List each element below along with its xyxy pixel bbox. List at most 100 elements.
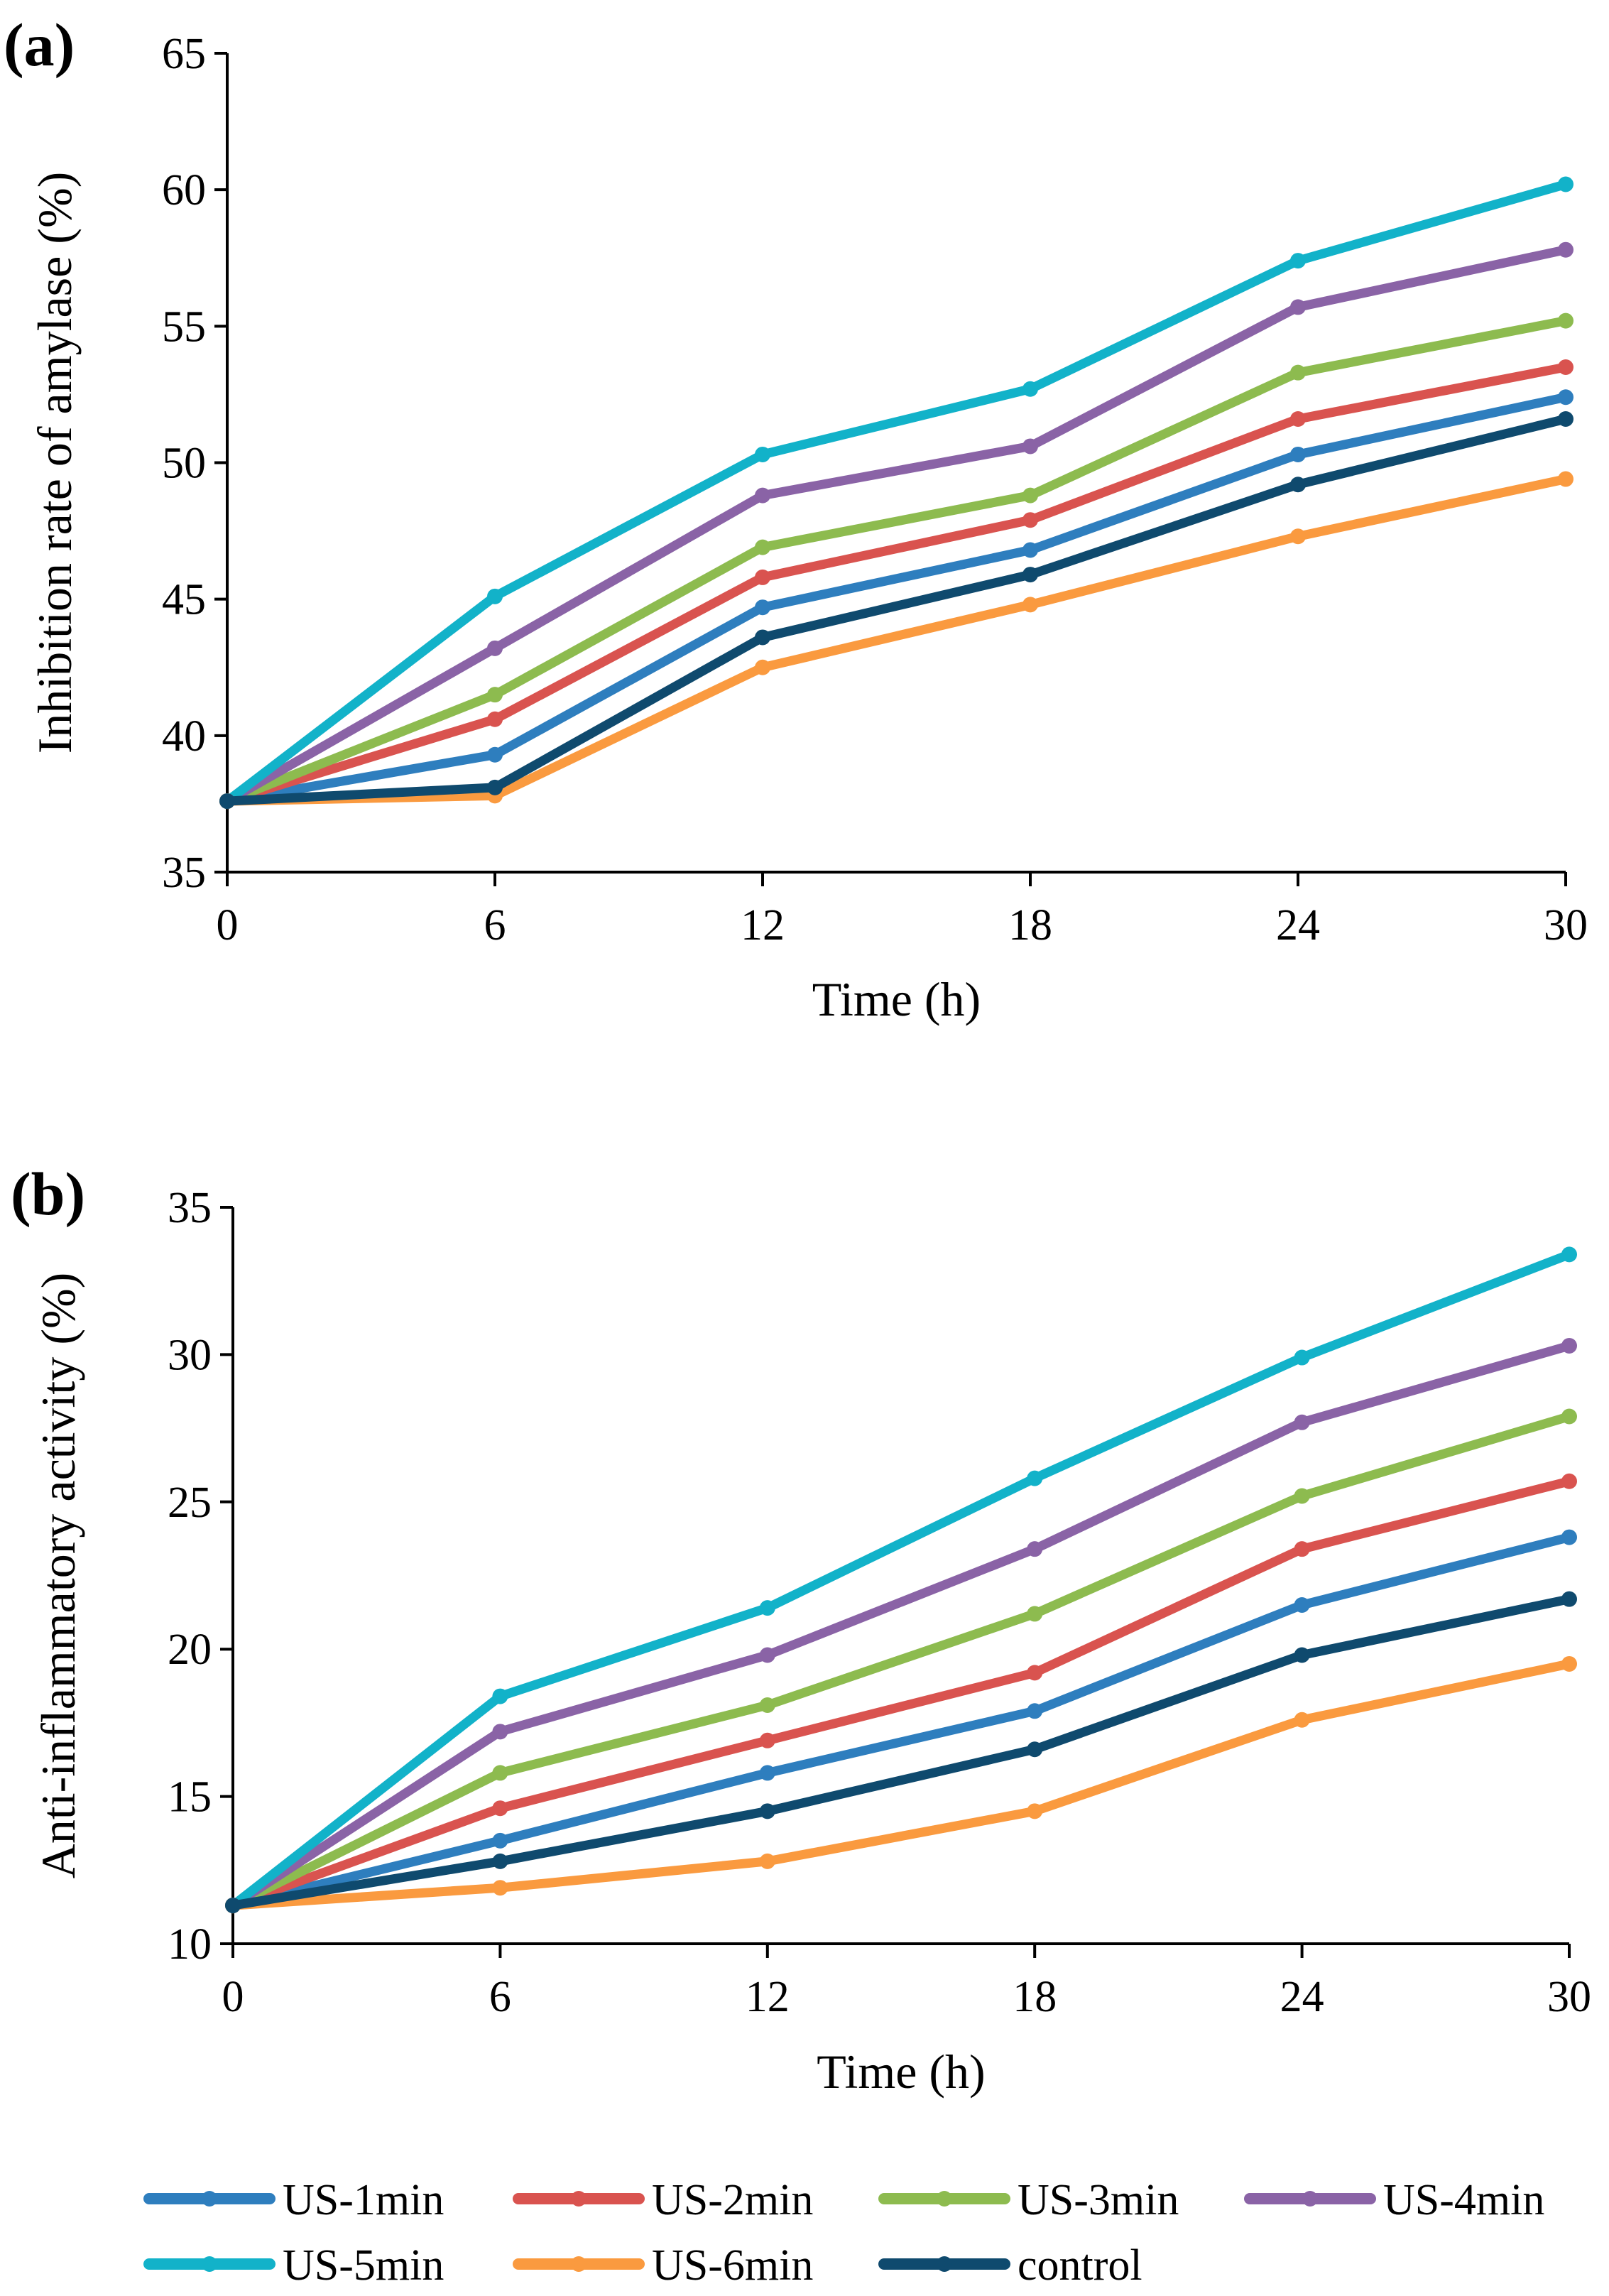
y-tick-label: 50 — [162, 440, 206, 488]
data-point-us-4min — [487, 640, 503, 656]
panel-a-chart: 35 40 45 50 55 60 65 0 6 12 18 24 30 Time (h) Inhibiti… — [4, 11, 1588, 1026]
data-point-control — [492, 1853, 508, 1869]
data-point-us-6min — [1294, 1712, 1310, 1728]
series-line-control — [228, 1594, 1574, 1910]
x-tick-label: 24 — [1280, 1973, 1324, 2021]
data-point-us-1min — [487, 746, 503, 763]
data-point-control — [225, 1898, 241, 1914]
data-point-us-2min — [1290, 411, 1306, 428]
data-point-us-5min — [759, 1600, 775, 1616]
data-point-us-3min — [1290, 364, 1306, 381]
series-line-us-1min — [228, 1533, 1574, 1910]
data-point-us-3min — [759, 1697, 775, 1714]
legend-marker-us-1min — [202, 2191, 217, 2207]
data-point-us-1min — [759, 1765, 775, 1781]
x-tick-label: 24 — [1276, 901, 1320, 950]
data-point-us-5min — [1294, 1349, 1310, 1366]
series-line-us-4min — [222, 245, 1571, 806]
data-point-us-2min — [755, 569, 770, 585]
y-tick-label: 30 — [168, 1331, 212, 1379]
legend-label-us-4min: US-4min — [1383, 2176, 1544, 2224]
data-point-us-4min — [1290, 299, 1306, 315]
legend-marker-us-2min — [571, 2191, 587, 2207]
data-point-us-3min — [1022, 487, 1038, 504]
series-line-us-5min — [228, 1249, 1574, 1910]
data-point-us-5min — [487, 588, 503, 604]
data-point-us-2min — [1027, 1665, 1043, 1681]
data-point-control — [755, 629, 770, 646]
legend-label-us-6min: US-6min — [652, 2241, 813, 2290]
data-point-us-1min — [1558, 389, 1573, 406]
panel-label: (b) — [11, 1160, 85, 1228]
series-line-us-3min — [228, 1412, 1574, 1910]
legend-label-us-1min: US-1min — [283, 2176, 444, 2224]
x-tick-label: 12 — [746, 1973, 790, 2021]
x-tick-label: 12 — [741, 901, 785, 950]
data-point-control — [1561, 1591, 1577, 1607]
data-point-us-4min — [1561, 1337, 1577, 1354]
data-point-us-5min — [1558, 176, 1573, 192]
data-point-control — [759, 1803, 775, 1819]
y-tick-label: 60 — [162, 166, 206, 214]
legend-marker-us-3min — [937, 2191, 952, 2207]
data-point-control — [219, 793, 235, 810]
data-point-us-1min — [492, 1832, 508, 1849]
x-tick-label: 18 — [1013, 1973, 1057, 2021]
series-line-us-2min — [222, 362, 1571, 806]
legend-marker-us-5min — [202, 2256, 217, 2272]
legend: US-1min US-2min US-3min US-4min US-5min US-6m… — [143, 2176, 1544, 2290]
x-tick-label: 0 — [217, 901, 239, 950]
series-line-us-6min — [222, 474, 1571, 806]
data-point-us-1min — [1561, 1529, 1577, 1545]
data-point-control — [1022, 567, 1038, 583]
data-point-control — [1027, 1741, 1043, 1758]
data-point-us-2min — [487, 711, 503, 727]
x-tick-label: 30 — [1547, 1973, 1591, 2021]
data-point-us-4min — [1294, 1414, 1310, 1430]
legend-marker-us-6min — [571, 2256, 587, 2272]
data-point-us-2min — [759, 1732, 775, 1748]
x-tick-label: 6 — [484, 901, 506, 950]
data-point-us-6min — [1558, 471, 1573, 487]
series-line-us-5min — [222, 180, 1571, 806]
data-point-us-4min — [1027, 1541, 1043, 1557]
y-tick-label: 55 — [162, 303, 206, 351]
data-point-us-2min — [1561, 1473, 1577, 1489]
y-tick-label: 65 — [162, 30, 206, 78]
data-point-us-5min — [492, 1688, 508, 1704]
x-tick-label: 0 — [222, 1973, 244, 2021]
data-point-us-1min — [1290, 446, 1306, 462]
data-point-us-5min — [1027, 1470, 1043, 1486]
data-point-us-3min — [1294, 1488, 1310, 1504]
data-point-us-4min — [1022, 438, 1038, 455]
x-axis-label: Time (h) — [817, 2045, 985, 2099]
series-line-us-4min — [228, 1341, 1574, 1910]
y-tick-label: 15 — [168, 1773, 212, 1822]
data-point-us-6min — [759, 1853, 775, 1869]
legend-label-us-5min: US-5min — [283, 2241, 444, 2290]
data-point-us-5min — [755, 446, 770, 462]
data-point-us-3min — [755, 539, 770, 555]
data-point-us-6min — [755, 659, 770, 675]
data-point-us-5min — [1290, 253, 1306, 269]
data-point-us-2min — [492, 1800, 508, 1817]
y-tick-label: 20 — [168, 1626, 212, 1674]
data-point-us-3min — [1561, 1408, 1577, 1425]
data-point-us-2min — [1022, 512, 1038, 528]
data-point-us-4min — [755, 487, 770, 504]
data-point-control — [1294, 1647, 1310, 1663]
data-point-control — [1290, 477, 1306, 493]
y-tick-label: 35 — [162, 849, 206, 897]
data-point-us-2min — [1558, 359, 1573, 375]
x-axis-label: Time (h) — [812, 972, 981, 1026]
data-point-us-6min — [1290, 528, 1306, 545]
data-point-us-6min — [492, 1880, 508, 1896]
x-tick-label: 30 — [1544, 901, 1588, 950]
data-point-us-3min — [492, 1765, 508, 1781]
series-line-us-1min — [222, 392, 1571, 806]
y-tick-label: 25 — [168, 1479, 212, 1527]
data-point-us-3min — [487, 687, 503, 703]
series-line-us-2min — [228, 1476, 1574, 1910]
data-point-control — [487, 779, 503, 795]
